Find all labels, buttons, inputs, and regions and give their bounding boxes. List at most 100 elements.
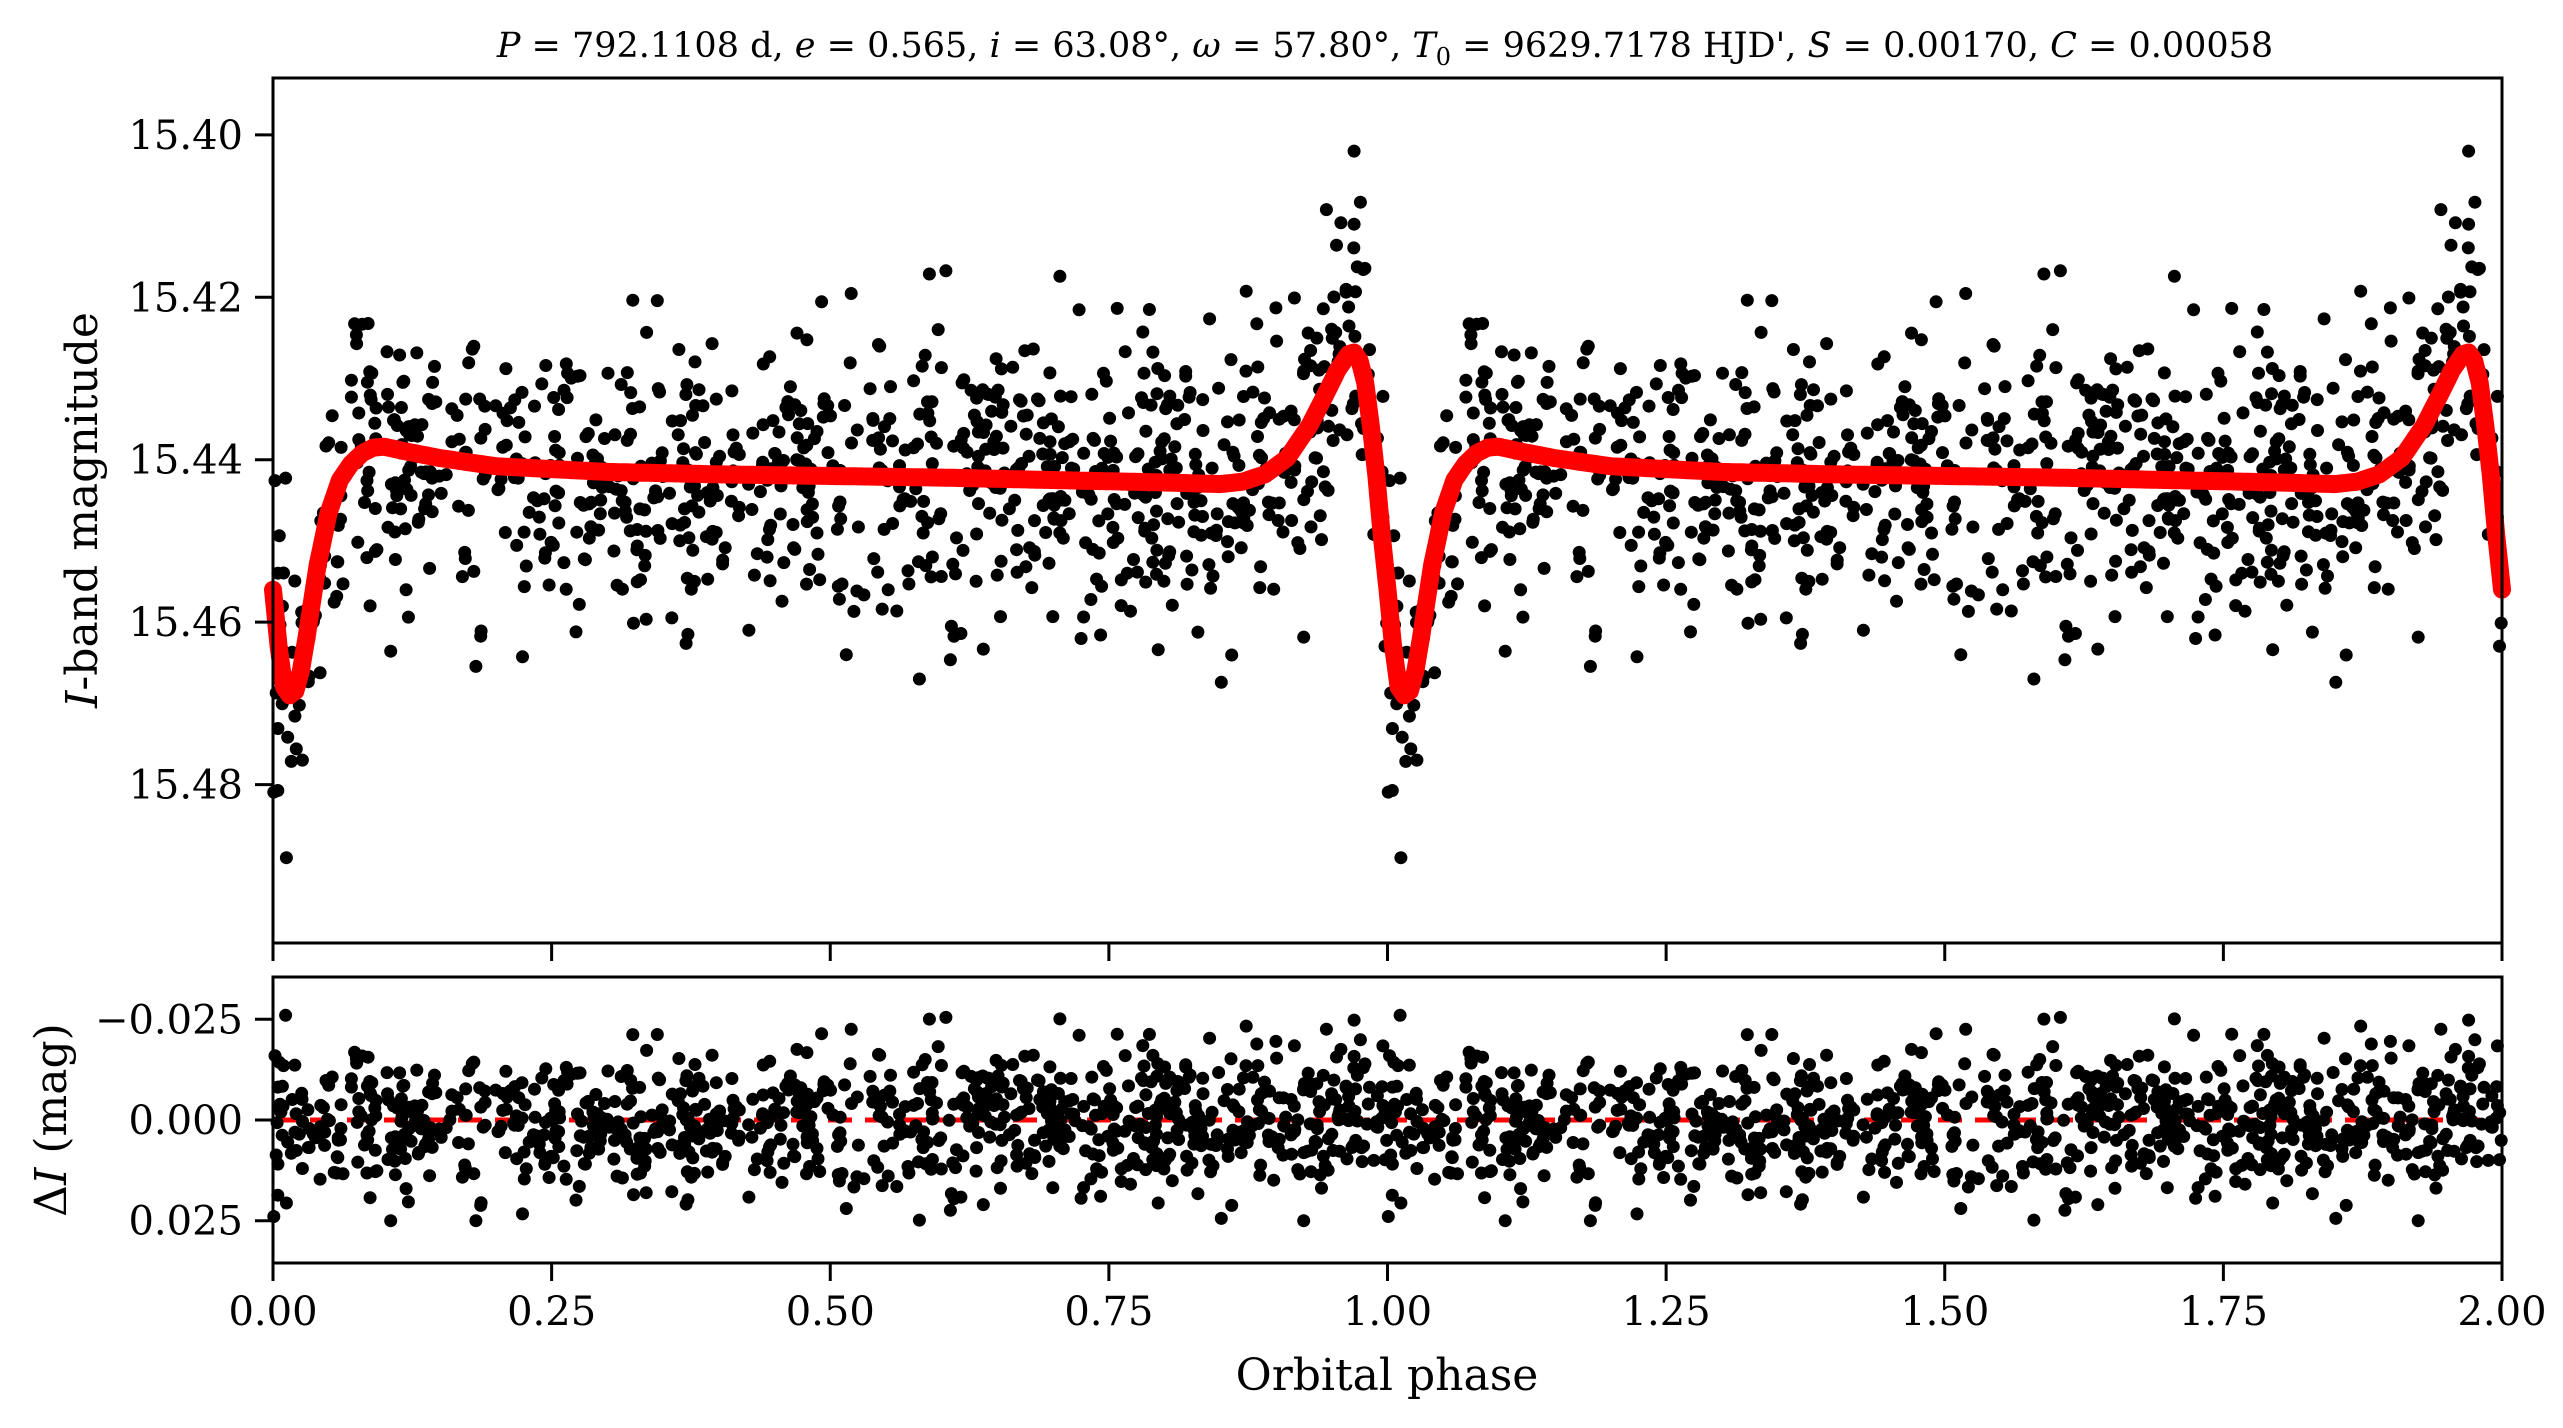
y-tick-label: 15.46 [128,600,243,646]
light-curve-point [2335,415,2349,429]
light-curve-point [390,489,404,503]
light-curve-point [2318,581,2332,595]
light-curve-point [2031,526,2045,540]
residual-point [763,1140,776,1154]
light-curve-point [2109,405,2123,419]
residual-point [1740,1028,1754,1042]
residual-point [788,1150,802,1164]
light-curve-point [1077,446,1091,460]
residual-point [691,1124,705,1138]
light-curve-point [875,602,889,616]
light-curve-point [713,449,727,463]
residual-point [786,1137,800,1151]
light-curve-point [1221,550,1235,564]
residual-point [2068,1190,2082,1204]
light-curve-point [1583,659,1597,673]
residual-point [1653,1155,1667,1169]
residual-point [2058,1203,2072,1217]
residual-point [1146,1048,1160,1062]
residual-point [2456,1090,2470,1104]
residual-point [699,1144,713,1158]
residual-point [1642,1082,1656,1096]
residual-point [1649,1071,1663,1085]
residual-point [980,1071,994,1085]
residual-point [2253,1163,2267,1177]
light-curve-point [2162,512,2176,526]
residual-point [2317,1031,2331,1045]
light-curve-point [2454,282,2468,296]
residual-point [275,1128,289,1142]
residual-point [1503,1168,1517,1182]
model-curve-line [264,343,2511,705]
residual-point [2411,1214,2425,1228]
residual-point [519,1162,533,1176]
x-tick-label: 1.50 [1900,1289,1989,1335]
residual-point [1234,1146,1248,1160]
light-curve-point [1036,416,1050,430]
light-curve-point [572,597,586,611]
light-curve-point [2157,461,2171,474]
light-curve-point [1097,447,1111,460]
light-curve-point [1008,493,1022,507]
light-curve-point [1440,409,1454,423]
light-curve-point [1614,438,1628,452]
residual-point [1950,1167,1963,1180]
residual-point [2021,1065,2035,1079]
light-curve-point [552,516,566,530]
residual-point [511,1118,525,1132]
light-curve-point [821,446,835,460]
residual-point [1205,1105,1219,1119]
residual-point [398,1127,411,1141]
light-curve-point [673,534,687,548]
residual-point [1466,1092,1480,1105]
residual-point [1316,1149,1330,1163]
residual-point [947,1097,961,1111]
residual-point [701,1165,715,1179]
light-curve-point [458,545,472,559]
residual-point [469,1214,483,1228]
light-curve-point [586,448,600,462]
residual-point [2427,1095,2440,1109]
residual-point [987,1095,1001,1109]
light-curve-point [1587,392,1601,406]
light-curve-point [2303,458,2317,472]
light-curve-point [2035,395,2049,409]
residual-point [1684,1193,1697,1207]
light-curve-point [1316,302,1330,316]
residual-point [1691,1130,1705,1144]
residual-point [1086,1092,1100,1106]
light-curve-point [1107,446,1121,460]
light-curve-point [689,446,702,460]
light-curve-point [1767,385,1781,399]
residual-point [1841,1093,1854,1107]
residual-point [396,1079,410,1093]
light-curve-point [1011,523,1025,537]
residual-point [1417,1122,1431,1135]
light-curve-point [1016,409,1030,423]
light-curve-point [1191,625,1205,639]
light-curve-point [1990,602,2004,616]
light-curve-point [452,499,466,513]
residual-point [1370,1115,1384,1129]
residual-point [2402,1039,2416,1053]
light-curve-point [1155,435,1169,449]
light-curve-point [1251,430,1264,443]
residual-point [1671,1159,1685,1173]
light-curve-point [313,666,327,680]
residual-point [2484,1115,2498,1129]
residual-point [2193,1144,2207,1158]
residual-point [2029,1132,2043,1146]
residual-point [1958,1057,1972,1071]
residual-point [2275,1131,2289,1145]
light-curve-point [1519,488,1533,502]
residual-point [2044,1096,2058,1110]
light-curve-point [2071,373,2085,387]
light-curve-point [1383,474,1396,488]
light-curve-point [1180,549,1194,563]
x-axis-title: Orbital phase [1236,1350,1539,1401]
residual-point [2171,1142,2185,1156]
light-curve-point [995,513,1009,527]
residual-point [742,1190,756,1204]
residual-point [633,1131,647,1145]
light-curve-point [916,526,930,540]
